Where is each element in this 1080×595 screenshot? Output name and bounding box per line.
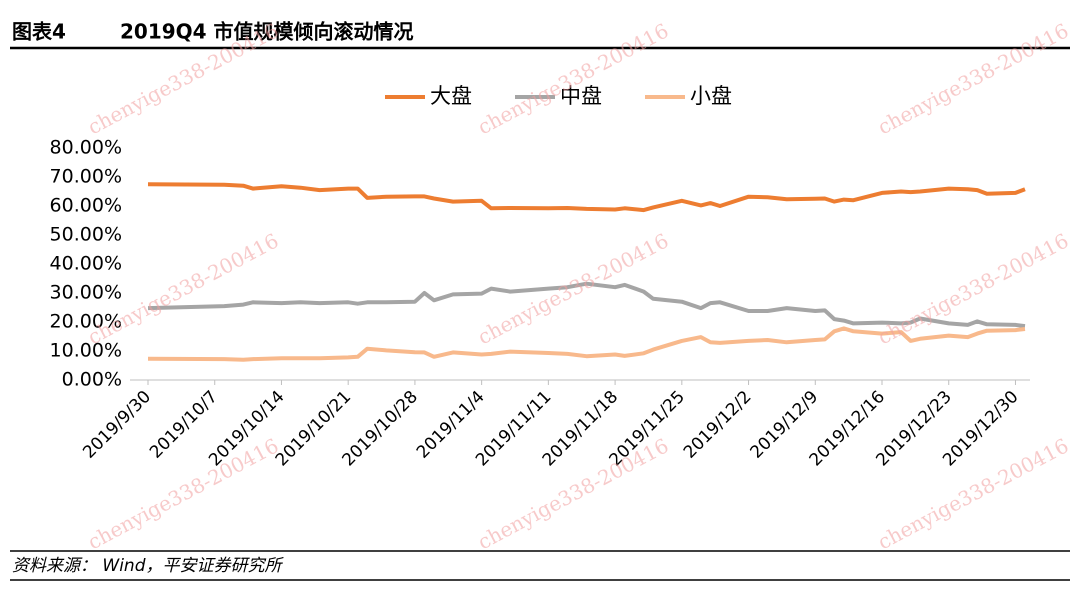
watermark: chenyige338-200416 (84, 433, 283, 554)
series-line (147, 326, 1026, 362)
chart-title: 2019Q4 市值规模倾向滚动情况 (120, 20, 414, 44)
y-tick-label: 10.00% (50, 340, 122, 362)
x-tick-label: 2019/9/30 (79, 387, 155, 463)
series-line (147, 281, 1026, 329)
legend-label: 中盘 (560, 84, 602, 108)
y-tick-label: 50.00% (50, 224, 122, 246)
y-tick-label: 30.00% (50, 282, 122, 304)
legend-label: 小盘 (690, 84, 732, 108)
y-tick-label: 60.00% (50, 195, 122, 217)
y-tick-label: 0.00% (62, 369, 122, 391)
watermark: chenyige338-200416 (874, 18, 1073, 139)
y-tick-label: 20.00% (50, 311, 122, 333)
y-tick-label: 80.00% (50, 137, 122, 159)
source: 资料来源： Wind，平安证券研究所 (12, 556, 285, 576)
y-tick-label: 40.00% (50, 253, 122, 275)
watermark: chenyige338-200416 (474, 18, 673, 139)
legend-label: 大盘 (430, 84, 472, 108)
y-tick-label: 70.00% (50, 166, 122, 188)
watermark: chenyige338-200416 (874, 228, 1073, 349)
series-line (147, 182, 1026, 213)
figure-number: 图表4 (12, 20, 66, 44)
x-tick-label: 2019/12/2 (680, 387, 756, 463)
